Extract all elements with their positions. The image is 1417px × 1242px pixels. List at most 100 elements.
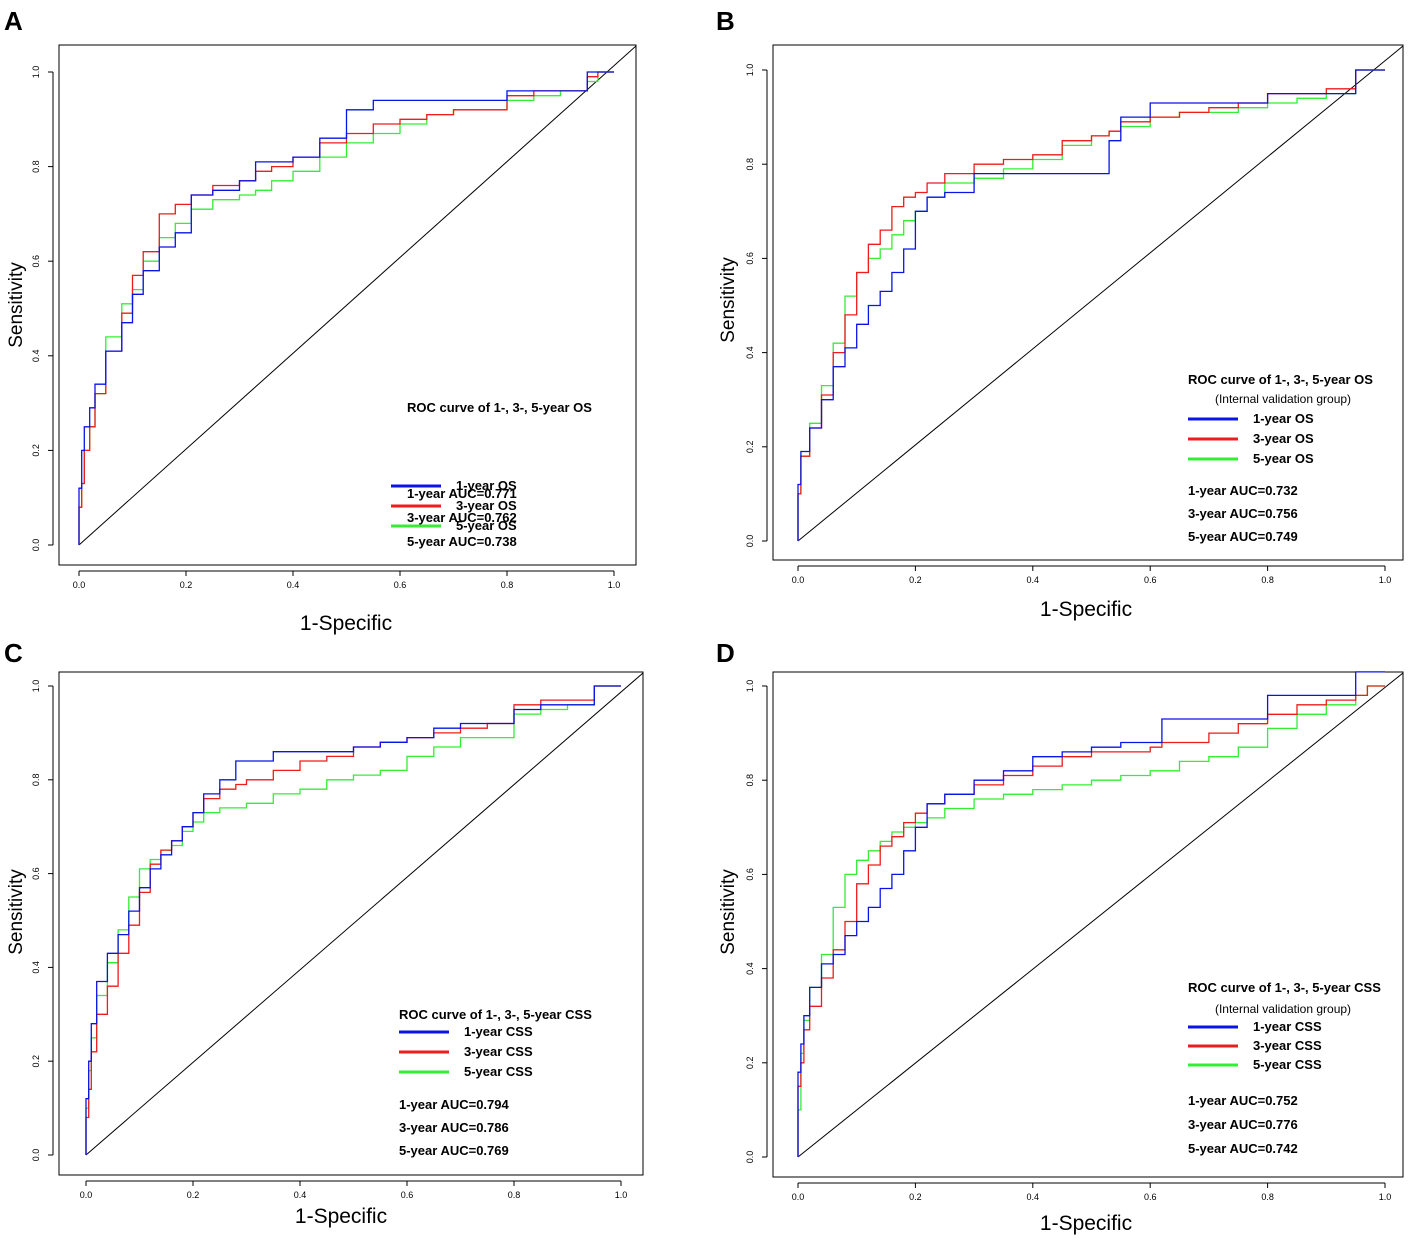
- legend: ROC curve of 1-, 3-, 5-year OS (Internal …: [1188, 372, 1373, 544]
- panel-label: B: [716, 6, 735, 36]
- y-tick-label: 1.0: [31, 66, 41, 79]
- plot-frame: [58, 671, 644, 1176]
- auc-label: 3-year AUC=0.786: [399, 1120, 509, 1135]
- auc-label: 3-year AUC=0.776: [1188, 1117, 1298, 1132]
- auc-label: 1-year AUC=0.732: [1188, 483, 1298, 498]
- y-axis-title: Sensitivity: [6, 869, 27, 955]
- panel-c: C 0.0 0.2 0.4 0.6 0.8 1.0 0.0 0.2 0.4 0.6 0.8 1.0 1-S…: [4, 638, 644, 1228]
- legend-title: ROC curve of 1-, 3-, 5-year OS: [407, 400, 592, 415]
- y-axis-title: Sensitivity: [718, 869, 739, 955]
- y-tick-label: 0.0: [31, 539, 41, 552]
- x-tick-label: 0.8: [501, 580, 514, 590]
- x-axis-title: 1-Specific: [295, 1205, 387, 1228]
- auc-label: 5-year AUC=0.769: [399, 1143, 509, 1158]
- roc-curve-1-year-css: [85, 685, 621, 1155]
- legend-entry: 5-year CSS: [464, 1064, 533, 1079]
- legend-entry: 3-year CSS: [464, 1044, 533, 1059]
- x-tick-label: 0.2: [187, 1190, 200, 1200]
- legend-title: ROC curve of 1-, 3-, 5-year CSS: [1188, 980, 1381, 995]
- x-tick-label: 1.0: [1379, 1192, 1392, 1202]
- plot-frame: [772, 671, 1404, 1178]
- x-tick-label: 0.0: [80, 1190, 93, 1200]
- x-tick-label: 0.8: [508, 1190, 521, 1200]
- y-tick-label: 0.0: [31, 1149, 41, 1162]
- legend-subtitle: (Internal validation group): [1215, 1002, 1351, 1016]
- x-tick-label: 0.0: [792, 1192, 805, 1202]
- legend-entry: 5-year CSS: [1253, 1057, 1322, 1072]
- y-tick-label: 1.0: [745, 64, 755, 77]
- panel-label: D: [716, 638, 735, 668]
- y-tick-label: 0.2: [745, 1057, 755, 1070]
- legend-entry: 1-year CSS: [1253, 1019, 1322, 1034]
- auc-label: 1-year AUC=0.752: [1188, 1093, 1298, 1108]
- legend-subtitle: (Internal validation group): [1215, 392, 1351, 406]
- auc-label: 1-year AUC=0.794: [399, 1097, 509, 1112]
- y-tick-label: 0.0: [745, 535, 755, 548]
- y-tick-label: 0.8: [745, 158, 755, 171]
- y-tick-label: 0.4: [31, 350, 41, 363]
- y-tick-label: 0.8: [745, 774, 755, 787]
- legend-entry: 3-year OS: [456, 498, 517, 513]
- y-tick-label: 0.0: [745, 1151, 755, 1164]
- legend-entry: 5-year OS: [456, 518, 517, 533]
- y-tick-label: 0.8: [31, 774, 41, 787]
- auc-label: 5-year AUC=0.742: [1188, 1141, 1298, 1156]
- roc-curve-5-year-css: [797, 685, 1385, 1157]
- legend-entry: 3-year CSS: [1253, 1038, 1322, 1053]
- y-tick-label: 0.2: [31, 444, 41, 457]
- y-axis-title: Sensitivity: [718, 257, 739, 343]
- legend-entry: 1-year OS: [456, 478, 517, 493]
- x-tick-label: 1.0: [615, 1190, 628, 1200]
- y-tick-label: 1.0: [31, 680, 41, 693]
- y-tick-label: 0.4: [745, 962, 755, 975]
- panel-d: D 0.0 0.2 0.4 0.6 0.8 1.0 0.0 0.2 0.4 0.6 0.8 1.0 1-S…: [716, 638, 1404, 1235]
- x-tick-label: 0.8: [1261, 575, 1274, 585]
- y-tick-label: 0.4: [31, 961, 41, 974]
- plot-frame: [58, 44, 637, 566]
- x-tick-label: 0.6: [1144, 1192, 1157, 1202]
- reference-diagonal: [78, 45, 637, 546]
- roc-curve-5-year-css: [85, 685, 621, 1155]
- x-tick-label: 0.4: [1027, 1192, 1040, 1202]
- x-tick-label: 0.8: [1261, 1192, 1274, 1202]
- x-tick-label: 0.6: [394, 580, 407, 590]
- roc-curve-1-year-os: [78, 71, 614, 545]
- legend-entry: 5-year OS: [1253, 451, 1314, 466]
- reference-diagonal: [797, 672, 1404, 1158]
- roc-curve-1-year-os: [797, 69, 1385, 541]
- y-tick-label: 0.6: [745, 868, 755, 881]
- y-tick-label: 0.4: [745, 346, 755, 359]
- auc-label: 3-year AUC=0.756: [1188, 506, 1298, 521]
- roc-curve-3-year-css: [85, 685, 621, 1155]
- y-tick-label: 0.6: [31, 867, 41, 880]
- x-axis-title: 1-Specific: [300, 612, 392, 635]
- plot-frame: [772, 44, 1404, 561]
- x-tick-label: 0.2: [180, 580, 193, 590]
- x-tick-label: 0.6: [1144, 575, 1157, 585]
- x-tick-label: 0.0: [73, 580, 86, 590]
- panel-b: B 0.0 0.2 0.4 0.6 0.8 1.0 0.0 0.2 0.4 0.6 0.8 1.0 1-S…: [716, 6, 1404, 621]
- legend: ROC curve of 1-, 3-, 5-year CSS (Internal…: [1188, 980, 1381, 1156]
- y-tick-label: 0.6: [745, 252, 755, 265]
- x-axis-title: 1-Specific: [1040, 1212, 1132, 1235]
- y-tick-label: 0.2: [745, 441, 755, 454]
- y-tick-label: 0.2: [31, 1055, 41, 1068]
- y-tick-label: 0.8: [31, 160, 41, 173]
- x-tick-label: 0.0: [792, 575, 805, 585]
- x-tick-label: 0.2: [909, 575, 922, 585]
- legend: ROC curve of 1-, 3-, 5-year OS 1-year OS 3…: [391, 400, 592, 549]
- x-axis-title: 1-Specific: [1040, 598, 1132, 621]
- x-tick-label: 1.0: [1379, 575, 1392, 585]
- legend-entry: 1-year CSS: [464, 1024, 533, 1039]
- roc-curve-3-year-os: [797, 69, 1385, 541]
- x-tick-label: 0.4: [294, 1190, 307, 1200]
- legend: ROC curve of 1-, 3-, 5-year CSS 1-year CS…: [399, 1007, 592, 1158]
- legend-entry: 3-year OS: [1253, 431, 1314, 446]
- roc-curve-1-year-css: [797, 671, 1385, 1157]
- legend-entry: 1-year OS: [1253, 411, 1314, 426]
- x-tick-label: 0.4: [287, 580, 300, 590]
- panel-label: A: [4, 6, 23, 36]
- panel-a: A 0.0 0.2 0.4 0.6 0.8 1.0 0.0 0.2 0.4 0.6 0.8 1.0 1-S…: [4, 6, 637, 635]
- reference-diagonal: [797, 45, 1404, 542]
